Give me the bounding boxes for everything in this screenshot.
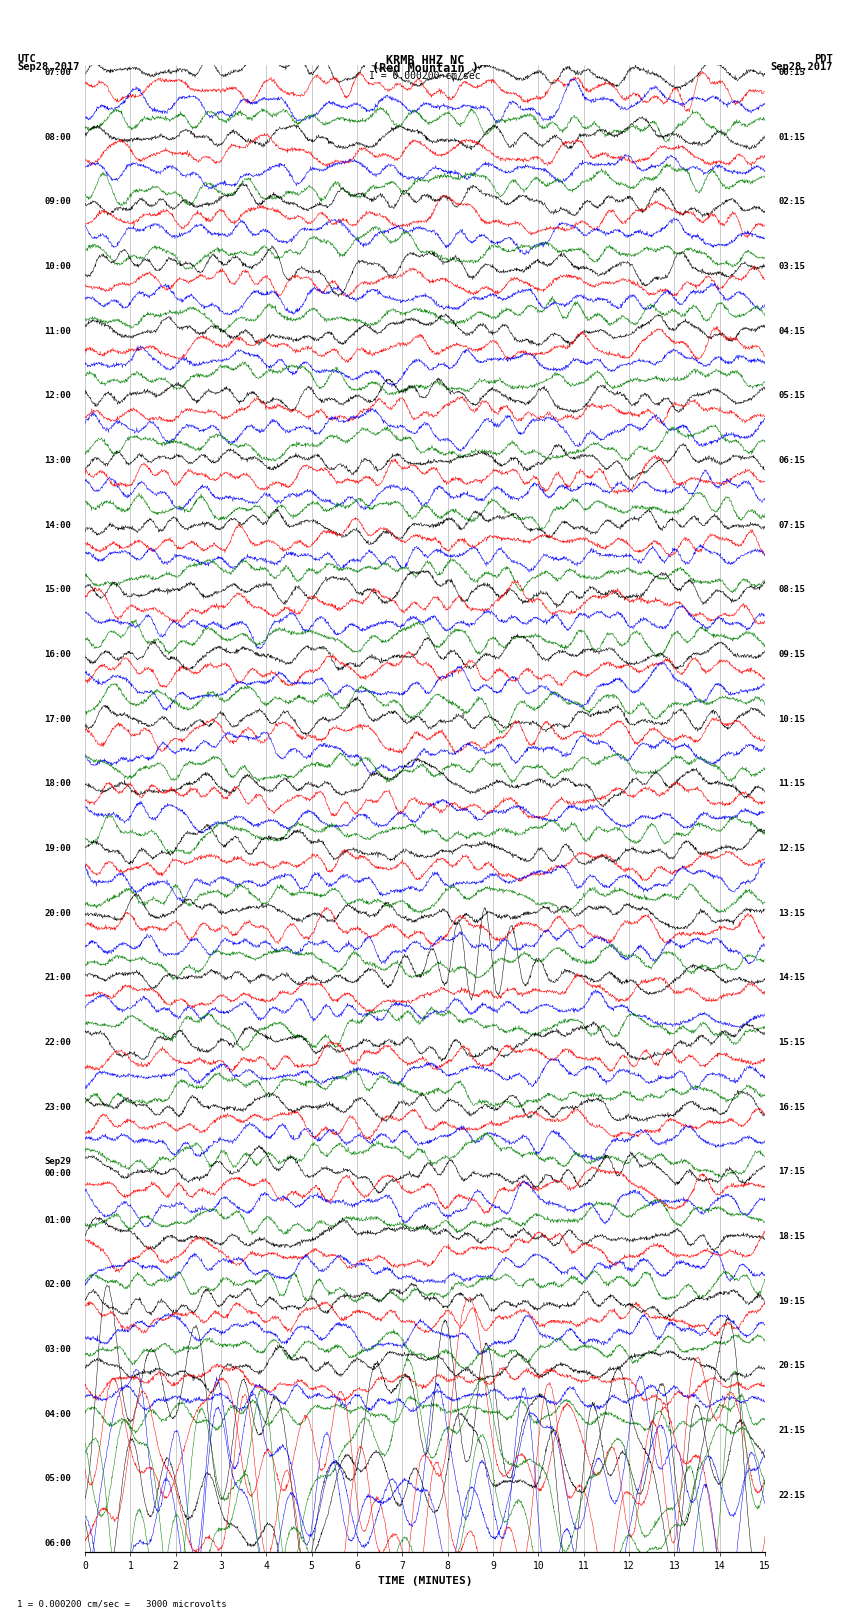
Text: 16:15: 16:15 [779,1103,806,1111]
Text: 23:00: 23:00 [44,1103,71,1111]
Text: 07:15: 07:15 [779,521,806,529]
Text: 01:00: 01:00 [44,1216,71,1224]
Text: Sep28,2017: Sep28,2017 [770,63,833,73]
Text: 18:00: 18:00 [44,779,71,789]
Text: 12:00: 12:00 [44,392,71,400]
Text: 11:15: 11:15 [779,779,806,789]
Text: 17:15: 17:15 [779,1168,806,1176]
Text: 08:15: 08:15 [779,586,806,594]
Text: Sep29: Sep29 [44,1157,71,1166]
Text: 19:15: 19:15 [779,1297,806,1305]
Text: 14:00: 14:00 [44,521,71,529]
Text: 06:15: 06:15 [779,456,806,465]
Text: 18:15: 18:15 [779,1232,806,1240]
Text: KRMB HHZ NC: KRMB HHZ NC [386,53,464,68]
Text: 22:00: 22:00 [44,1039,71,1047]
Text: 04:00: 04:00 [44,1410,71,1419]
Text: 15:15: 15:15 [779,1039,806,1047]
Text: 12:15: 12:15 [779,844,806,853]
Text: 00:00: 00:00 [44,1169,71,1177]
Text: 20:00: 20:00 [44,908,71,918]
Text: 15:00: 15:00 [44,586,71,594]
Text: (Red Mountain ): (Red Mountain ) [371,63,479,76]
Text: 08:00: 08:00 [44,132,71,142]
Text: 03:15: 03:15 [779,261,806,271]
Text: 19:00: 19:00 [44,844,71,853]
Text: 09:15: 09:15 [779,650,806,660]
Text: 07:00: 07:00 [44,68,71,77]
Text: PDT: PDT [814,53,833,65]
Text: UTC: UTC [17,53,36,65]
Text: 09:00: 09:00 [44,197,71,206]
Text: 11:00: 11:00 [44,327,71,336]
Text: 04:15: 04:15 [779,327,806,336]
Text: 10:15: 10:15 [779,715,806,724]
X-axis label: TIME (MINUTES): TIME (MINUTES) [377,1576,473,1586]
Text: 22:15: 22:15 [779,1490,806,1500]
Text: 13:00: 13:00 [44,456,71,465]
Text: 06:00: 06:00 [44,1539,71,1548]
Text: 21:00: 21:00 [44,973,71,982]
Text: 05:15: 05:15 [779,392,806,400]
Text: 17:00: 17:00 [44,715,71,724]
Text: 00:15: 00:15 [779,68,806,77]
Text: 02:00: 02:00 [44,1281,71,1289]
Text: I = 0.000200 cm/sec: I = 0.000200 cm/sec [369,71,481,81]
Text: 16:00: 16:00 [44,650,71,660]
Text: 05:00: 05:00 [44,1474,71,1484]
Text: 02:15: 02:15 [779,197,806,206]
Text: 03:00: 03:00 [44,1345,71,1355]
Text: Sep28,2017: Sep28,2017 [17,63,80,73]
Text: 1 = 0.000200 cm/sec =   3000 microvolts: 1 = 0.000200 cm/sec = 3000 microvolts [17,1598,227,1608]
Text: 10:00: 10:00 [44,261,71,271]
Text: 21:15: 21:15 [779,1426,806,1436]
Text: 13:15: 13:15 [779,908,806,918]
Text: 14:15: 14:15 [779,973,806,982]
Text: 20:15: 20:15 [779,1361,806,1371]
Text: 01:15: 01:15 [779,132,806,142]
